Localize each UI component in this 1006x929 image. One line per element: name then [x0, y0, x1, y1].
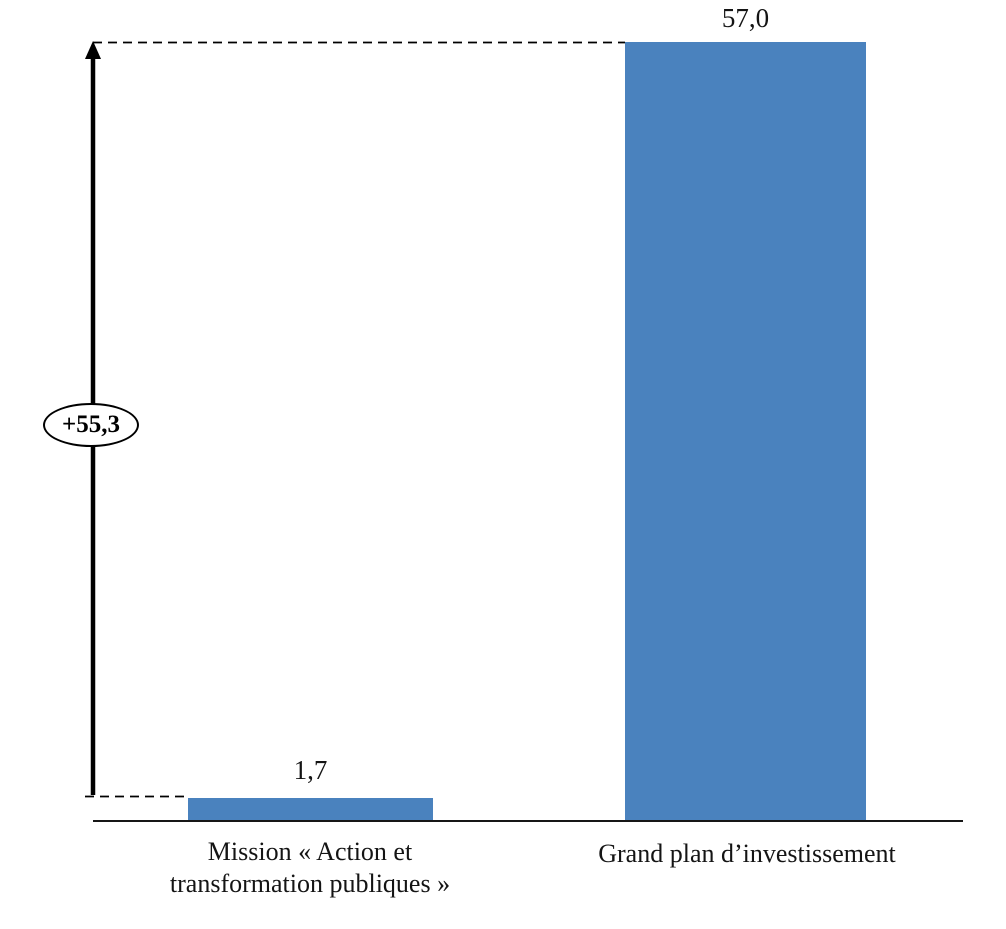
category-label-mission: Mission « Action et transformation publi…	[95, 836, 525, 900]
category-label-mission-line1: Mission « Action et	[207, 837, 413, 866]
value-label-grand-plan: 57,0	[721, 3, 770, 33]
difference-value: +55,3	[62, 411, 120, 438]
value-label-mission: 1,7	[293, 755, 328, 785]
bar-mission-action	[188, 797, 433, 821]
category-label-grand-plan: Grand plan d’investissement	[598, 839, 896, 868]
x-axis-line	[93, 820, 963, 822]
difference-badge: +55,3	[43, 403, 139, 447]
difference-arrow-head	[85, 41, 101, 59]
bar-grand-plan	[625, 42, 866, 821]
category-label-mission-line2: transformation publiques »	[169, 869, 451, 898]
